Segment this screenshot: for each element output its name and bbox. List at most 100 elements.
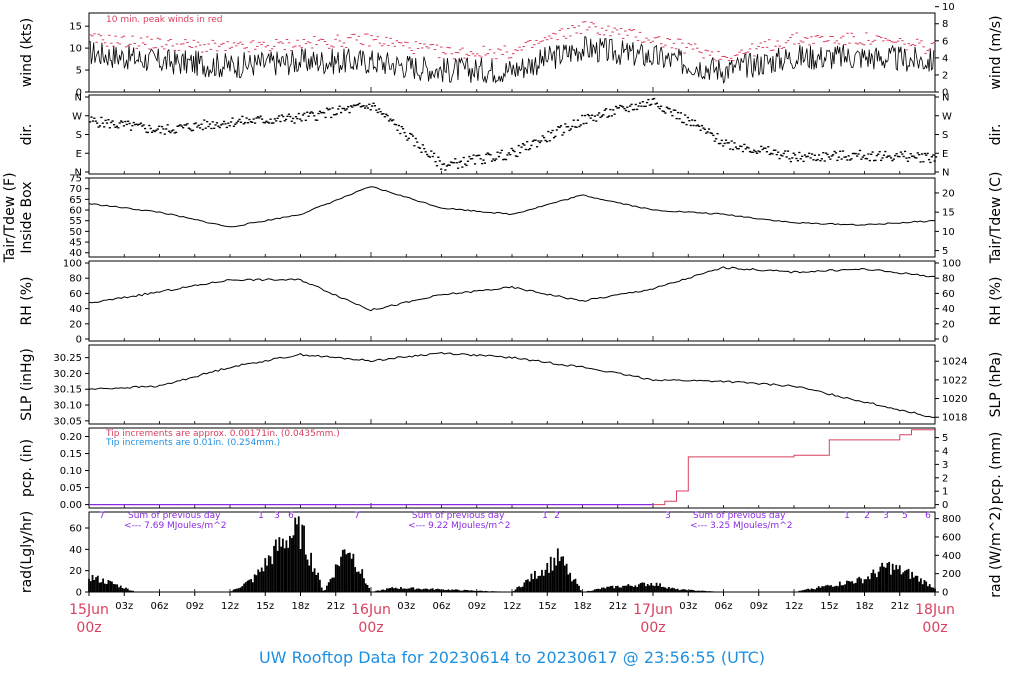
y-tick-label-right: 15 [942,208,955,219]
solar-sum-value: <--- 3.25 MJoules/m^2 [690,521,792,531]
y-tick-label: 20 [69,566,82,577]
y-axis-label: RH (%) [19,277,35,326]
y-axis-label-right: wind (m/s) [988,15,1004,89]
y-axis-label: rad(Lgly/hr) [19,511,35,593]
day-label-time: 00z [640,620,665,636]
solar-hour-mark: 7 [354,511,360,521]
solar-sum-label: Sum of previous day [128,511,221,521]
solar-hour-mark: 5 [902,511,908,521]
y-tick-label: 75 [69,174,82,185]
y-tick-label-right: 8 [942,19,948,30]
x-tick-label: 06z [715,601,733,612]
y-axis-label-right: RH (%) [988,277,1004,326]
x-tick-label: 18z [574,601,592,612]
wind-annotation: 10 min. peak winds in red [106,15,223,25]
x-tick-label: 12z [221,601,239,612]
y-tick-label: S [76,130,82,141]
y-axis-label-right: pcp. (mm) [988,432,1004,505]
solar-sum-value: <--- 9.22 MJoules/m^2 [408,521,510,531]
y-tick-label-right: 600 [942,532,961,543]
y-tick-label: 55 [69,216,82,227]
y-tick-label-right: 0 [942,335,948,346]
y-tick-label-right: 400 [942,551,961,562]
footer-title: UW Rooftop Data for 20230614 to 20230617… [258,648,766,667]
solar-hour-mark: 2 [554,511,560,521]
x-tick-label: 18z [292,601,310,612]
day-label-date: 16Jun [351,602,391,618]
y-tick-label-right: 1024 [942,357,967,368]
y-tick-label: 0 [76,88,82,99]
y-tick-label: 45 [69,238,82,249]
y-tick-label: W [72,111,82,122]
y-tick-label: 70 [69,184,82,195]
x-tick-label: 21z [891,601,909,612]
y-tick-label: 20 [69,319,82,330]
x-tick-label: 12z [503,601,521,612]
y-tick-label: 40 [69,304,82,315]
y-tick-label-right: 800 [942,514,961,525]
y-tick-label-right: 0 [942,88,948,99]
y-tick-label-right: 60 [942,289,955,300]
y-tick-label: 0.15 [60,449,82,460]
y-tick-label-right: 3 [942,460,948,471]
x-tick-label: 06z [433,601,451,612]
panel-frame-direction [88,94,936,175]
y-tick-label: 100 [63,259,82,270]
y-tick-label-right: 1 [942,487,948,498]
wind-speed-series [88,35,935,84]
panel-frame-pressure [88,344,936,425]
y-axis-label: pcp. (in) [19,439,35,497]
y-tick-label-right: 100 [942,259,961,270]
precip-series [653,429,935,506]
y-tick-label-right: W [942,111,952,122]
y-axis-label-right: dir. [988,124,1004,146]
y-tick-label-right: 1018 [942,413,967,424]
y-tick-label-right: S [942,130,948,141]
y-tick-label-right: 2 [942,70,948,81]
day-label-time: 00z [922,620,947,636]
precip-annotation-new: Tip increments are approx. 0.00171in. (0… [105,429,340,439]
solar-hour-mark: 3 [665,511,671,521]
y-tick-label-right: 2 [942,473,948,484]
x-tick-label: 09z [468,601,486,612]
y-tick-label: 30.15 [53,385,82,396]
x-tick-label: 18z [856,601,874,612]
humidity-series [88,266,936,312]
y-tick-label-right: 20 [942,188,955,199]
y-tick-label: 60 [69,206,82,217]
precip-annotation-old: Tip increments are 0.01in. (0.254mm.) [105,438,280,448]
y-tick-label: 5 [76,66,82,77]
solar-sum-label: Sum of previous day [693,511,786,521]
y-tick-label-right: 4 [942,446,948,457]
y-tick-label: 10 [69,44,82,55]
y-tick-label: E [76,149,82,160]
y-tick-label: 0.20 [60,432,82,443]
y-tick-label-right: E [942,149,948,160]
y-axis-label-2: Inside Box [19,181,35,253]
x-tick-label: 21z [609,601,627,612]
y-tick-label: 60 [69,289,82,300]
day-label-date: 18Jun [915,602,955,618]
solar-hour-mark: 1 [258,511,264,521]
solar-sum-value: <--- 7.69 MJoules/m^2 [124,521,226,531]
x-tick-label: 03z [679,601,697,612]
y-tick-label-right: 10 [942,2,955,13]
direction-series [89,97,938,171]
y-tick-label-right: 1020 [942,394,967,405]
y-tick-label-right: N [942,93,949,104]
x-tick-label: 06z [151,601,169,612]
solar-hour-mark: 3 [883,511,889,521]
solar-sum-label: Sum of previous day [412,511,505,521]
y-tick-label-right: 10 [942,227,955,238]
y-tick-label: 0.05 [60,483,82,494]
y-axis-label-right: Tair/Tdew (C) [988,172,1004,265]
y-axis-label: wind (kts) [19,18,35,87]
y-tick-label: 30.25 [53,353,82,364]
y-tick-label-right: 0 [942,588,948,599]
solar-hour-mark: 3 [274,511,280,521]
solar-hour-mark: 7 [99,511,105,521]
x-tick-label: 09z [750,601,768,612]
y-tick-label-right: 1022 [942,375,967,386]
y-tick-label: N [75,93,82,104]
